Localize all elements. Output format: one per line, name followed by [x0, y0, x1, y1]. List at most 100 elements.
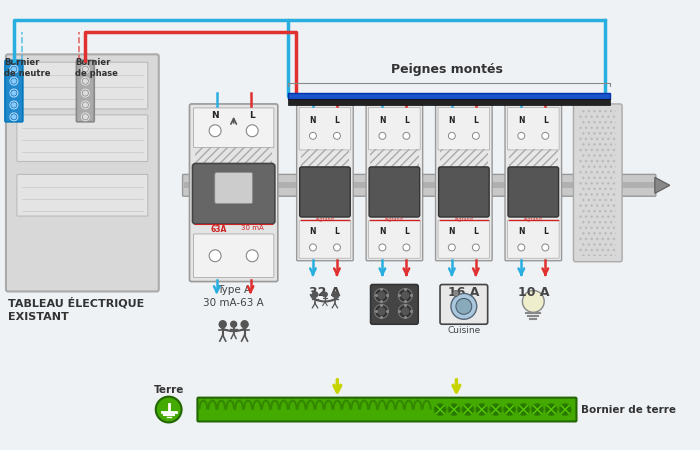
Circle shape [402, 308, 409, 315]
Circle shape [451, 293, 477, 319]
Text: 30 mA: 30 mA [241, 225, 264, 231]
Text: N: N [309, 116, 316, 125]
Bar [440, 149, 488, 168]
Text: N: N [379, 116, 386, 125]
FancyBboxPatch shape [76, 60, 94, 122]
Circle shape [83, 67, 88, 71]
Text: N: N [379, 227, 386, 236]
Text: N: N [211, 111, 219, 120]
Circle shape [522, 291, 544, 312]
Text: N: N [518, 227, 524, 236]
FancyBboxPatch shape [6, 54, 159, 292]
Text: Bornier
de neutre: Bornier de neutre [4, 58, 50, 78]
Text: L: L [543, 116, 547, 125]
FancyBboxPatch shape [193, 108, 274, 148]
Circle shape [503, 404, 515, 415]
FancyBboxPatch shape [300, 167, 350, 217]
Circle shape [333, 244, 340, 251]
Circle shape [10, 101, 18, 109]
FancyBboxPatch shape [17, 115, 148, 162]
Circle shape [473, 244, 480, 251]
Circle shape [403, 244, 410, 251]
FancyBboxPatch shape [438, 108, 489, 150]
Circle shape [434, 404, 446, 415]
Text: 16 A: 16 A [448, 285, 480, 298]
Circle shape [333, 132, 340, 140]
Circle shape [12, 115, 16, 119]
FancyBboxPatch shape [440, 284, 488, 324]
Circle shape [312, 292, 318, 297]
FancyBboxPatch shape [573, 104, 622, 262]
FancyBboxPatch shape [369, 167, 420, 217]
Text: L: L [473, 227, 478, 236]
Circle shape [156, 396, 181, 423]
Circle shape [379, 244, 386, 251]
Text: L: L [543, 227, 547, 236]
Circle shape [449, 132, 455, 140]
FancyBboxPatch shape [508, 220, 559, 258]
Circle shape [81, 89, 90, 97]
Text: Bornier
de phase: Bornier de phase [76, 58, 118, 78]
Circle shape [83, 103, 88, 107]
Circle shape [542, 244, 549, 251]
FancyBboxPatch shape [435, 105, 492, 261]
Circle shape [398, 304, 412, 318]
Text: L: L [404, 116, 409, 125]
Text: Bornier de terre: Bornier de terre [582, 405, 676, 414]
Circle shape [531, 404, 543, 415]
Circle shape [476, 404, 488, 415]
Circle shape [542, 132, 549, 140]
FancyBboxPatch shape [370, 284, 418, 324]
Circle shape [81, 113, 90, 121]
Circle shape [83, 115, 88, 119]
Circle shape [246, 125, 258, 137]
Circle shape [545, 404, 557, 415]
Circle shape [246, 250, 258, 262]
Circle shape [12, 103, 16, 107]
Circle shape [490, 404, 502, 415]
Bar [288, 99, 610, 105]
Text: TABLEAU ÉLECTRIQUE
EXISTANT: TABLEAU ÉLECTRIQUE EXISTANT [8, 297, 144, 322]
Circle shape [83, 91, 88, 95]
Circle shape [449, 244, 455, 251]
FancyBboxPatch shape [438, 220, 489, 258]
Polygon shape [654, 177, 670, 193]
Text: 20 A: 20 A [379, 285, 410, 298]
Circle shape [209, 125, 221, 137]
Text: N: N [449, 116, 455, 125]
FancyBboxPatch shape [508, 108, 559, 150]
Text: L: L [404, 227, 409, 236]
Text: 32 A: 32 A [309, 285, 341, 298]
FancyBboxPatch shape [17, 175, 148, 216]
Circle shape [12, 91, 16, 95]
Circle shape [12, 67, 16, 71]
Text: legrand: legrand [524, 217, 542, 222]
Circle shape [403, 132, 410, 140]
Circle shape [241, 321, 248, 328]
Text: L: L [473, 116, 478, 125]
Text: L: L [249, 111, 255, 120]
Text: legrand: legrand [316, 217, 335, 222]
Text: N: N [518, 116, 524, 125]
Circle shape [219, 321, 226, 328]
Circle shape [374, 288, 388, 302]
Circle shape [517, 404, 529, 415]
Text: Terre: Terre [153, 385, 184, 395]
FancyBboxPatch shape [2, 4, 692, 446]
Circle shape [378, 308, 385, 315]
FancyBboxPatch shape [505, 105, 561, 261]
FancyBboxPatch shape [299, 220, 351, 258]
Circle shape [81, 77, 90, 85]
Bar [509, 149, 558, 168]
Circle shape [332, 292, 337, 297]
Text: N: N [309, 227, 316, 236]
Circle shape [398, 288, 412, 302]
Bar [183, 182, 654, 188]
Circle shape [12, 79, 16, 83]
Circle shape [453, 291, 459, 297]
FancyBboxPatch shape [197, 398, 577, 422]
Text: L: L [335, 116, 339, 125]
Circle shape [518, 244, 525, 251]
Circle shape [379, 132, 386, 140]
FancyBboxPatch shape [369, 108, 420, 150]
